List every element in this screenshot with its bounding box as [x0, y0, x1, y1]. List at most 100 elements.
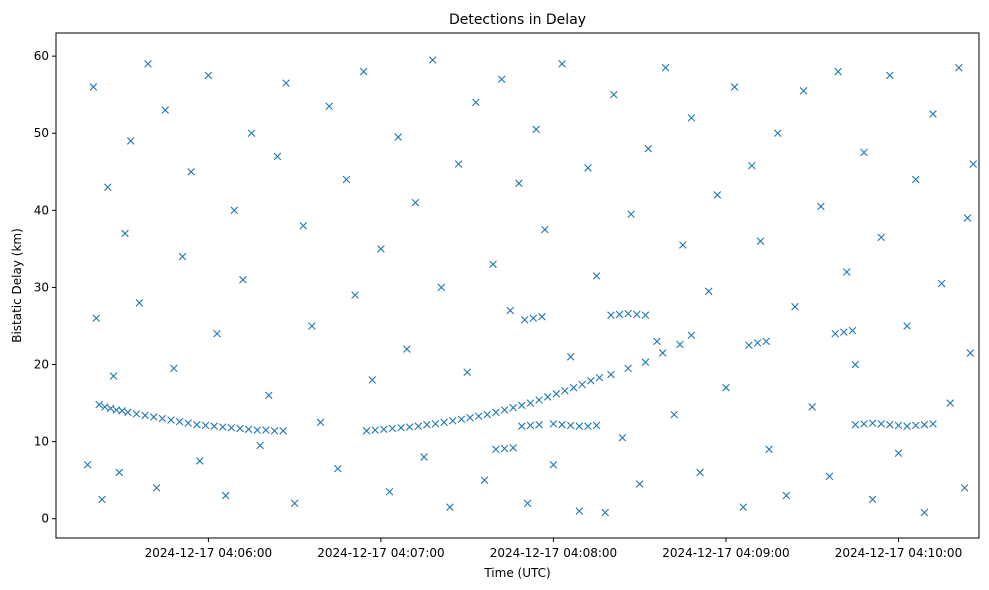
data-point — [526, 421, 535, 430]
data-point — [860, 420, 868, 428]
data-point — [204, 71, 213, 80]
data-point — [463, 368, 471, 377]
data-point — [221, 491, 230, 500]
data-point — [687, 114, 696, 122]
data-point — [955, 63, 963, 72]
data-point — [679, 241, 687, 249]
data-point — [607, 311, 615, 319]
data-point — [543, 393, 552, 401]
data-point — [264, 391, 273, 400]
data-point — [903, 322, 911, 330]
data-point — [262, 426, 270, 434]
data-point — [549, 420, 558, 428]
data-point — [877, 233, 886, 242]
data-point — [437, 283, 446, 292]
data-point — [380, 425, 388, 434]
data-point — [687, 331, 696, 340]
data-point — [748, 161, 756, 170]
data-point — [457, 415, 466, 424]
data-point — [236, 424, 244, 433]
data-point — [253, 426, 262, 434]
data-point — [244, 425, 253, 434]
y-tick-label: 40 — [34, 203, 49, 217]
data-point — [144, 60, 152, 68]
data-point — [405, 423, 414, 431]
data-point — [848, 326, 857, 335]
data-point — [414, 422, 423, 430]
data-point — [483, 410, 492, 419]
data-point — [115, 468, 124, 477]
chart-title: Detections in Delay — [449, 12, 586, 28]
data-point — [799, 87, 808, 95]
data-point — [316, 418, 325, 427]
data-point — [569, 383, 578, 392]
data-point — [641, 311, 650, 319]
data-point — [89, 83, 98, 91]
data-point — [552, 390, 561, 398]
data-point — [911, 175, 920, 184]
data-point — [641, 358, 650, 367]
data-point — [175, 417, 184, 426]
data-point — [449, 417, 457, 425]
data-point — [141, 411, 149, 420]
data-point — [135, 299, 144, 307]
data-point — [420, 453, 428, 461]
data-point — [653, 337, 661, 346]
data-point — [440, 418, 448, 427]
data-point — [575, 422, 584, 430]
data-point — [607, 370, 615, 379]
data-point — [558, 60, 566, 68]
data-point — [627, 210, 635, 218]
data-point — [446, 503, 454, 511]
data-point — [201, 421, 210, 430]
data-point — [299, 221, 308, 230]
data-point — [411, 198, 420, 207]
data-point — [371, 426, 379, 434]
data-point — [423, 420, 431, 429]
data-point — [497, 75, 506, 84]
data-point — [342, 175, 351, 184]
data-point — [894, 449, 903, 457]
data-point — [161, 106, 170, 114]
data-point — [903, 422, 911, 430]
data-point — [368, 376, 377, 384]
data-point — [170, 364, 178, 373]
y-axis-label: Bistatic Delay (km) — [10, 228, 24, 343]
data-point — [509, 403, 517, 412]
data-markers — [83, 56, 978, 517]
data-point — [595, 373, 604, 382]
data-point — [644, 144, 653, 153]
data-point — [566, 421, 575, 430]
data-point — [520, 316, 529, 324]
data-point — [676, 340, 684, 349]
data-point — [98, 495, 106, 504]
data-point — [635, 480, 644, 488]
data-point — [877, 420, 886, 428]
data-point — [831, 329, 840, 338]
x-tick-label: 2024-12-17 04:06:00 — [145, 546, 272, 560]
data-point — [397, 423, 405, 432]
y-tick-label: 60 — [34, 49, 49, 63]
data-point — [506, 306, 515, 315]
data-point — [106, 404, 115, 413]
data-point — [842, 268, 851, 276]
data-point — [167, 416, 175, 424]
data-point — [83, 460, 92, 469]
data-point — [535, 396, 543, 404]
data-point — [658, 349, 667, 357]
data-point — [256, 441, 264, 450]
data-point — [489, 260, 497, 269]
data-point — [282, 79, 290, 87]
x-tick-label: 2024-12-17 04:08:00 — [490, 546, 617, 560]
data-point — [509, 444, 517, 452]
x-tick-label: 2024-12-17 04:07:00 — [317, 546, 444, 560]
data-point — [782, 491, 791, 500]
data-point — [762, 337, 771, 346]
data-point — [193, 420, 201, 429]
data-point — [834, 67, 842, 76]
data-point — [756, 237, 765, 245]
data-point — [670, 410, 678, 419]
y-tick-label: 10 — [34, 435, 49, 449]
data-point — [886, 420, 894, 429]
data-point — [126, 137, 135, 145]
